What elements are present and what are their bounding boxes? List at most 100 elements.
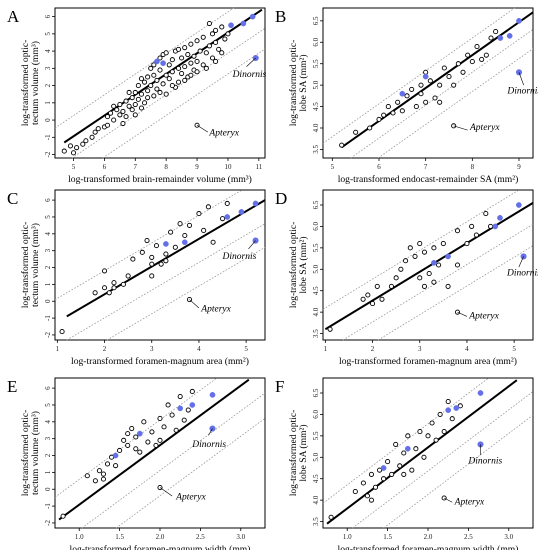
data-point xyxy=(120,108,126,114)
annotation-leader xyxy=(457,311,468,317)
data-point xyxy=(427,78,433,84)
x-tick-label: 1 xyxy=(324,345,328,353)
data-point xyxy=(169,69,175,75)
data-point xyxy=(401,471,407,477)
x-tick-label: 10 xyxy=(224,163,232,171)
data-point xyxy=(390,110,396,116)
y-tick-label: -1 xyxy=(44,134,52,140)
data-point xyxy=(139,249,145,255)
prediction-band-line xyxy=(322,377,489,504)
data-point xyxy=(144,238,150,244)
y-axis-label-line2: tectum volume (mm³) xyxy=(30,41,41,125)
y-tick-label: -1 xyxy=(44,503,52,509)
highlight-point xyxy=(177,405,184,412)
data-point xyxy=(145,439,151,445)
data-point xyxy=(197,48,203,54)
x-tick-label: 2.5 xyxy=(196,533,205,541)
plot-frame xyxy=(54,189,266,341)
y-tick-label: 5.0 xyxy=(312,264,320,273)
data-point xyxy=(441,429,447,435)
data-point xyxy=(163,72,169,78)
y-tick-label: 6.5 xyxy=(312,388,320,397)
data-point xyxy=(436,262,442,268)
data-point xyxy=(120,281,126,287)
x-tick-label: 3 xyxy=(150,345,154,353)
data-point xyxy=(80,141,86,147)
data-point xyxy=(370,301,376,307)
data-point xyxy=(117,447,123,454)
data-point xyxy=(200,62,206,68)
data-point xyxy=(67,143,73,149)
data-point xyxy=(219,216,226,222)
y-axis-label-line2: lobe SA (mm²) xyxy=(298,54,309,111)
data-point xyxy=(111,280,117,286)
data-point xyxy=(426,271,432,277)
data-point xyxy=(393,275,399,281)
data-point xyxy=(126,89,132,96)
data-point xyxy=(163,258,169,264)
data-point xyxy=(404,93,410,99)
data-point xyxy=(225,31,231,37)
prediction-band-line xyxy=(377,245,534,341)
data-point xyxy=(157,55,163,61)
data-point xyxy=(455,61,461,67)
highlight-point xyxy=(224,214,231,220)
highlight-point xyxy=(404,445,411,452)
data-point xyxy=(104,122,111,128)
data-point xyxy=(106,290,112,296)
data-point xyxy=(121,437,127,443)
y-axis-label-line1: log-transformed optic- xyxy=(20,222,31,309)
data-point xyxy=(213,58,219,64)
highlight-point xyxy=(160,60,166,67)
data-point xyxy=(432,95,438,101)
data-point xyxy=(201,227,207,233)
data-point xyxy=(157,89,163,96)
data-point xyxy=(389,471,395,477)
prediction-band-line xyxy=(54,7,234,129)
data-point xyxy=(339,142,345,148)
y-tick-label: 6.5 xyxy=(312,16,320,25)
x-tick-label: 6 xyxy=(103,163,107,171)
x-tick-label: 8 xyxy=(471,163,475,171)
y-tick-label: 1 xyxy=(44,470,52,474)
data-point xyxy=(431,279,437,285)
data-point xyxy=(449,416,455,422)
x-tick-label: 3.0 xyxy=(236,533,245,541)
y-tick-label: 6 xyxy=(44,386,52,390)
data-point xyxy=(465,52,471,58)
data-point xyxy=(219,24,225,30)
data-point xyxy=(189,388,195,395)
annotation-label: Apteryx xyxy=(208,129,239,139)
prediction-band-line xyxy=(342,223,534,341)
data-point xyxy=(421,454,427,460)
data-point xyxy=(365,292,371,298)
x-tick-label: 2.5 xyxy=(464,533,473,541)
data-point xyxy=(177,393,183,400)
y-tick-label: 6.0 xyxy=(312,410,320,419)
plot-frame xyxy=(322,7,534,159)
data-point xyxy=(441,65,447,71)
highlight-point xyxy=(136,430,143,437)
y-tick-label: 4 xyxy=(44,420,52,424)
x-axis-label: log-transformed foramen-magnum area (mm²… xyxy=(339,356,517,367)
data-point xyxy=(381,476,387,482)
highlight-point xyxy=(249,13,256,20)
data-point xyxy=(137,449,143,455)
data-point xyxy=(92,290,98,296)
data-point xyxy=(457,403,463,409)
annotation-label: Dinornis xyxy=(222,252,257,262)
prediction-band-line xyxy=(81,392,266,529)
data-point xyxy=(385,459,391,465)
x-axis-label: log-transformed foramen-magnum width (mm… xyxy=(338,544,519,550)
highlight-point xyxy=(497,215,503,221)
data-point xyxy=(154,86,160,92)
data-point xyxy=(437,82,443,88)
panel-letter: F xyxy=(275,377,284,396)
data-point xyxy=(393,441,399,447)
data-point xyxy=(104,461,111,467)
data-point xyxy=(151,93,157,99)
data-point xyxy=(92,478,98,484)
x-tick-label: 5 xyxy=(512,345,516,353)
data-point xyxy=(111,285,117,291)
x-tick-label: 4 xyxy=(197,345,201,353)
